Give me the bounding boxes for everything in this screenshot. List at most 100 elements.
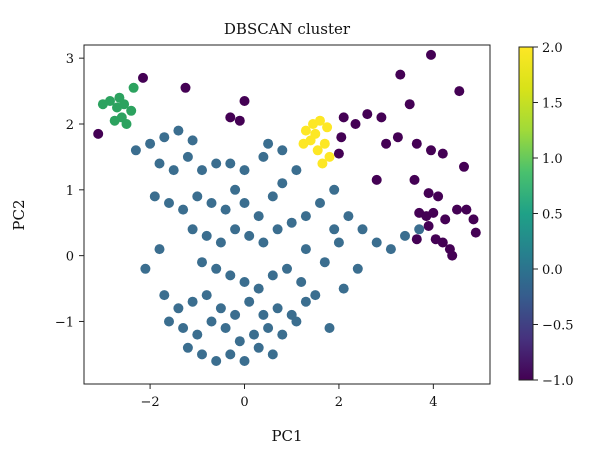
y-tick-label: 3 bbox=[66, 52, 74, 67]
cluster-neg1-point bbox=[411, 138, 422, 149]
cluster-neg1-point bbox=[454, 86, 465, 97]
colorbar-ticks: 2.0 1.5 1.0 0.5 0.0 −0.5 −1.0 bbox=[533, 41, 574, 389]
cluster-0-point bbox=[300, 211, 311, 222]
cluster-0-point bbox=[291, 165, 302, 176]
cluster-neg1-point bbox=[470, 227, 481, 238]
cluster-0-point bbox=[239, 198, 250, 208]
cluster-0-point bbox=[400, 230, 410, 241]
cluster-0-point bbox=[239, 165, 250, 176]
x-tick-label: 2 bbox=[335, 395, 343, 410]
y-tick-label: 1 bbox=[66, 184, 74, 199]
cluster-0-point bbox=[154, 158, 165, 169]
cluster-0-point bbox=[220, 204, 231, 215]
cluster-neg1-point bbox=[338, 112, 349, 123]
cluster-0-point bbox=[130, 145, 141, 156]
cluster-0-point bbox=[244, 230, 255, 241]
cluster-0-point bbox=[211, 158, 222, 169]
cluster-1-point bbox=[128, 82, 139, 93]
y-tick-label: −1 bbox=[55, 315, 74, 330]
cluster-0-point bbox=[149, 191, 160, 202]
colorbar-tick-label: −1.0 bbox=[542, 374, 574, 389]
cluster-0-point bbox=[329, 184, 340, 195]
cluster-0-point bbox=[338, 283, 349, 294]
cluster-neg1-point bbox=[371, 174, 382, 185]
cluster-neg1-point bbox=[423, 221, 434, 231]
cluster-0-point bbox=[215, 237, 226, 248]
cluster-neg1-point bbox=[225, 112, 236, 123]
cluster-0-point bbox=[206, 198, 217, 208]
cluster-1-point bbox=[109, 115, 120, 126]
cluster-neg1-point bbox=[362, 109, 373, 120]
cluster-0-point bbox=[211, 356, 222, 366]
cluster-0-point bbox=[201, 230, 212, 241]
cluster-0-point bbox=[310, 290, 321, 301]
cluster-0-point bbox=[371, 237, 382, 248]
cluster-0-point bbox=[249, 329, 259, 340]
cluster-2-point bbox=[310, 128, 321, 139]
cluster-neg1-point bbox=[404, 99, 415, 110]
cluster-0-point bbox=[272, 303, 283, 314]
cluster-0-point bbox=[178, 323, 189, 333]
cluster-neg1-point bbox=[428, 207, 439, 218]
cluster-0-point bbox=[296, 277, 307, 287]
cluster-0-point bbox=[206, 316, 217, 327]
cluster-0-point bbox=[230, 309, 241, 320]
cluster-0-point bbox=[197, 349, 207, 360]
cluster-0-point bbox=[225, 349, 236, 360]
scatter-points bbox=[93, 49, 481, 366]
cluster-neg1-point bbox=[468, 214, 479, 225]
cluster-0-point bbox=[168, 165, 179, 176]
chart-title: DBSCAN cluster bbox=[224, 20, 351, 38]
cluster-0-point bbox=[164, 316, 174, 327]
cluster-0-point bbox=[329, 224, 340, 235]
y-tick-label: 2 bbox=[66, 118, 74, 133]
cluster-neg1-point bbox=[180, 82, 191, 93]
cluster-0-point bbox=[178, 204, 189, 215]
cluster-0-point bbox=[187, 296, 198, 307]
cluster-neg1-point bbox=[433, 191, 444, 202]
cluster-0-point bbox=[239, 277, 250, 287]
cluster-0-point bbox=[182, 151, 193, 162]
cluster-neg1-point bbox=[333, 148, 344, 159]
cluster-0-point bbox=[319, 257, 330, 268]
cluster-0-point bbox=[225, 158, 236, 169]
cluster-0-point bbox=[173, 303, 184, 314]
colorbar-tick-label: 0.5 bbox=[542, 208, 563, 223]
x-tick-label: −2 bbox=[141, 395, 160, 410]
colorbar-tick-label: 0.0 bbox=[542, 263, 563, 278]
cluster-0-point bbox=[159, 290, 170, 301]
cluster-1-point bbox=[114, 92, 125, 103]
cluster-0-point bbox=[272, 224, 283, 235]
cluster-0-point bbox=[197, 257, 207, 268]
cluster-0-point bbox=[315, 198, 325, 208]
cluster-neg1-point bbox=[447, 250, 458, 261]
cluster-0-point bbox=[215, 303, 226, 314]
cluster-1-point bbox=[126, 105, 137, 116]
cluster-neg1-point bbox=[350, 119, 361, 129]
plot-frame bbox=[83, 44, 491, 385]
cluster-0-point bbox=[282, 263, 292, 274]
cluster-0-point bbox=[300, 244, 311, 255]
colorbar-tick-label: −0.5 bbox=[542, 319, 574, 334]
cluster-neg1-point bbox=[440, 214, 451, 225]
cluster-0-point bbox=[140, 263, 151, 274]
cluster-0-point bbox=[211, 263, 222, 274]
cluster-neg1-point bbox=[423, 188, 434, 199]
cluster-0-point bbox=[159, 132, 170, 143]
cluster-0-point bbox=[220, 323, 231, 333]
cluster-neg1-point bbox=[437, 148, 448, 159]
cluster-2-point bbox=[322, 122, 333, 133]
cluster-neg1-point bbox=[411, 234, 422, 245]
y-axis-label: PC2 bbox=[10, 199, 28, 230]
cluster-0-point bbox=[173, 125, 184, 136]
cluster-neg1-point bbox=[461, 204, 472, 215]
y-tick-label: 0 bbox=[66, 250, 74, 265]
cluster-0-point bbox=[286, 217, 297, 228]
cluster-0-point bbox=[277, 329, 288, 340]
cluster-0-point bbox=[187, 224, 198, 235]
cluster-2-point bbox=[312, 145, 323, 156]
colorbar-tick-label: 1.0 bbox=[542, 152, 563, 167]
cluster-0-point bbox=[145, 138, 156, 149]
cluster-0-point bbox=[197, 165, 207, 176]
